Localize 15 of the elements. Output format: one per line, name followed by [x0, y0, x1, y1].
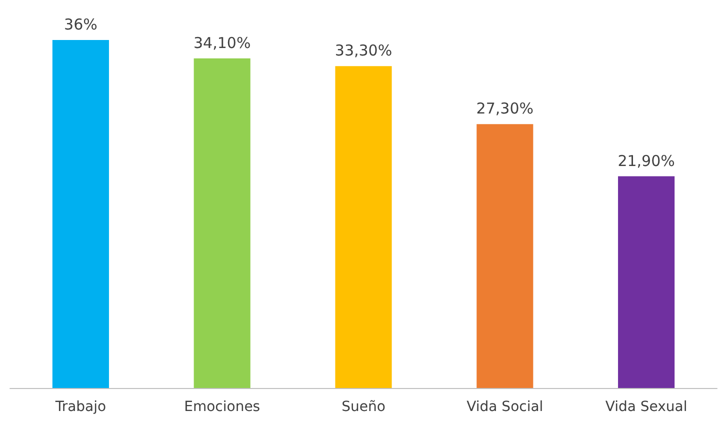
bar — [194, 58, 250, 388]
bar — [476, 124, 534, 388]
bar — [335, 66, 392, 388]
data-label: 34,10% — [194, 34, 251, 52]
x-tick-label: Vida Social — [466, 399, 544, 415]
x-tick-label: Vida Sexual — [605, 399, 688, 415]
data-label: 36% — [64, 16, 98, 34]
data-label: 27,30% — [476, 100, 534, 118]
x-tick-label: Emociones — [184, 399, 260, 415]
bar — [618, 176, 675, 388]
data-label: 21,90% — [618, 152, 675, 170]
data-label: 33,30% — [334, 42, 392, 60]
x-tick-label: Trabajo — [54, 399, 106, 415]
bar — [52, 40, 109, 388]
x-tick-label: Sueño — [342, 399, 386, 415]
